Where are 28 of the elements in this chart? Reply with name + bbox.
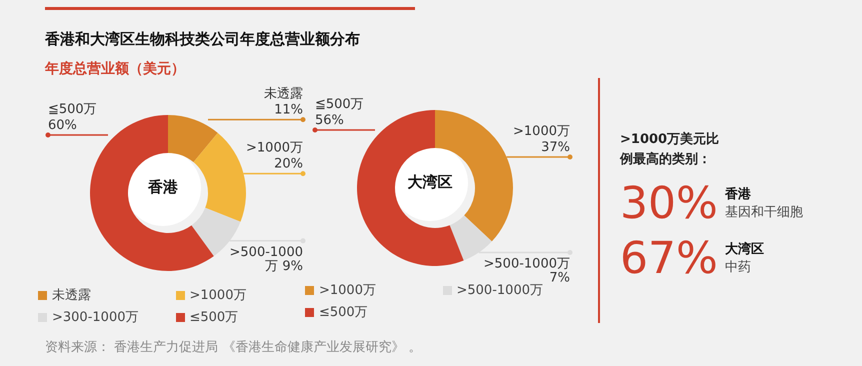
text: 30% <box>620 178 719 229</box>
text: 香港 <box>725 186 752 204</box>
legend-label: >1000万 <box>319 282 376 299</box>
text: 67% <box>620 233 719 284</box>
donut-slice <box>168 115 218 162</box>
text: 大湾区 <box>725 240 764 258</box>
data-label: >500-1000 万 9% <box>230 244 303 274</box>
legend-label: >1000万 <box>190 287 246 304</box>
legend-label: ≤500万 <box>190 309 238 326</box>
legend-label: >300-1000万 <box>52 309 138 326</box>
donut-slice <box>357 110 464 266</box>
data-label: ≦500万 60% <box>48 102 97 133</box>
text: 资料来源： 香港生产力促进局 《香港生命健康产业发展研究》 。 <box>45 339 422 356</box>
donut-slice <box>90 115 214 271</box>
data-label: ≦500万 56% <box>315 97 364 128</box>
chart-title: 香港和大湾区生物科技类公司年度总营业额分布 <box>45 30 360 49</box>
legend-label: 未透露 <box>52 287 91 304</box>
text: 中药 <box>725 258 752 276</box>
legend-label: >500-1000万 <box>456 282 543 299</box>
data-label: >1000万 20% <box>246 140 303 172</box>
text: 基因和干细胞 <box>725 204 803 222</box>
chart-subtitle: 年度总营业额（美元） <box>45 60 185 78</box>
text: 香港 <box>147 178 179 197</box>
data-label: >1000万 37% <box>513 124 570 156</box>
text: 大湾区 <box>406 173 454 192</box>
data-label: 未透露 11% <box>264 86 303 118</box>
text: >1000万美元比例最高的类别： <box>620 130 720 169</box>
legend-label: ≤500万 <box>319 304 368 321</box>
